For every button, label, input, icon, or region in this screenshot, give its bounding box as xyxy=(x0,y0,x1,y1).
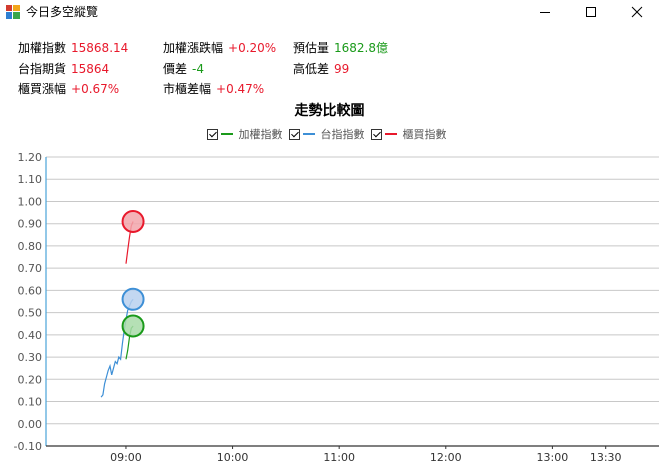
stat-label: 價差 xyxy=(163,62,188,76)
y-tick-label: 0.00 xyxy=(18,418,43,431)
stat-futures: 台指期貨 15864 xyxy=(18,62,109,76)
y-tick-label: 1.10 xyxy=(18,173,43,186)
legend-checkbox[interactable] xyxy=(370,128,382,140)
stat-label: 高低差 xyxy=(293,62,330,76)
chart-title: 走勢比較圖 xyxy=(294,103,365,119)
legend-item-otc[interactable]: 櫃買指數 xyxy=(370,126,447,142)
x-tick-label: 09:00 xyxy=(110,451,142,464)
legend-item-weighted[interactable]: 加權指數 xyxy=(206,126,283,142)
title-bar: 今日多空縱覽 xyxy=(0,0,659,24)
legend-label: 加權指數 xyxy=(238,128,283,141)
x-tick-label: 10:00 xyxy=(217,451,249,464)
y-tick-label: 1.00 xyxy=(18,195,43,208)
y-tick-label: -0.10 xyxy=(14,440,42,453)
x-tick-label: 11:00 xyxy=(323,451,355,464)
legend-swatch xyxy=(384,133,397,135)
y-tick-label: 0.60 xyxy=(18,284,43,297)
series-end-marker xyxy=(121,287,145,311)
stat-value: 99 xyxy=(334,62,350,76)
y-tick-label: 0.90 xyxy=(18,218,43,231)
stat-label: 台指期貨 xyxy=(18,62,67,76)
stat-value: +0.20% xyxy=(228,41,277,55)
stat-label: 市櫃差幅 xyxy=(163,82,212,96)
stat-otc-change: 櫃買漲幅 +0.67% xyxy=(18,82,119,96)
y-tick-label: 0.40 xyxy=(18,329,43,342)
maximize-button[interactable] xyxy=(568,0,614,24)
stat-value: +0.47% xyxy=(216,82,265,96)
stat-label: 加權指數 xyxy=(18,41,67,55)
minimize-icon xyxy=(540,12,550,13)
legend-checkbox[interactable] xyxy=(206,128,218,140)
window-title: 今日多空縱覽 xyxy=(26,5,99,19)
legend-label: 台指指數 xyxy=(320,128,365,141)
minimize-button[interactable] xyxy=(522,0,568,24)
stat-value: 15868.14 xyxy=(71,41,129,55)
legend-item-taiex-futures[interactable]: 台指指數 xyxy=(288,126,365,142)
stat-value: 15864 xyxy=(71,62,110,76)
maximize-icon xyxy=(586,7,596,17)
stat-high-low-diff: 高低差 99 xyxy=(293,62,349,76)
stat-basis: 價差 -4 xyxy=(163,62,204,76)
stat-weighted-change: 加權漲跌幅 +0.20% xyxy=(163,41,276,55)
stat-est-volume: 預估量 1682.8億 xyxy=(293,41,388,55)
stat-value: -4 xyxy=(192,62,204,76)
y-tick-label: 0.80 xyxy=(18,240,43,253)
legend-swatch xyxy=(302,133,315,135)
series-line xyxy=(100,298,134,398)
legend-label: 櫃買指數 xyxy=(402,128,447,141)
series-end-marker xyxy=(121,314,145,338)
stat-value: +0.67% xyxy=(71,82,120,96)
y-tick-label: 0.10 xyxy=(18,396,43,409)
x-tick-label: 12:00 xyxy=(430,451,462,464)
y-tick-label: 1.20 xyxy=(18,151,43,164)
stat-label: 加權漲跌幅 xyxy=(163,41,224,55)
y-tick-label: 0.50 xyxy=(18,307,43,320)
y-tick-label: 0.20 xyxy=(18,373,43,386)
y-tick-label: 0.30 xyxy=(18,351,43,364)
legend-swatch xyxy=(220,133,233,135)
y-tick-label: 0.70 xyxy=(18,262,43,275)
stat-value: 1682.8億 xyxy=(334,41,389,55)
legend-checkbox[interactable] xyxy=(288,128,300,140)
x-tick-label: 13:30 xyxy=(590,451,622,464)
chart-legend: 加權指數 台指指數 櫃買指數 xyxy=(0,126,659,142)
close-button[interactable] xyxy=(614,0,659,24)
stat-weighted-index: 加權指數 15868.14 xyxy=(18,41,128,55)
series-end-marker xyxy=(121,209,145,233)
stat-otc-diff: 市櫃差幅 +0.47% xyxy=(163,82,264,96)
x-tick-label: 13:00 xyxy=(537,451,569,464)
stat-label: 櫃買漲幅 xyxy=(18,82,67,96)
app-icon xyxy=(6,5,20,19)
stat-label: 預估量 xyxy=(293,41,330,55)
close-icon xyxy=(631,6,643,18)
